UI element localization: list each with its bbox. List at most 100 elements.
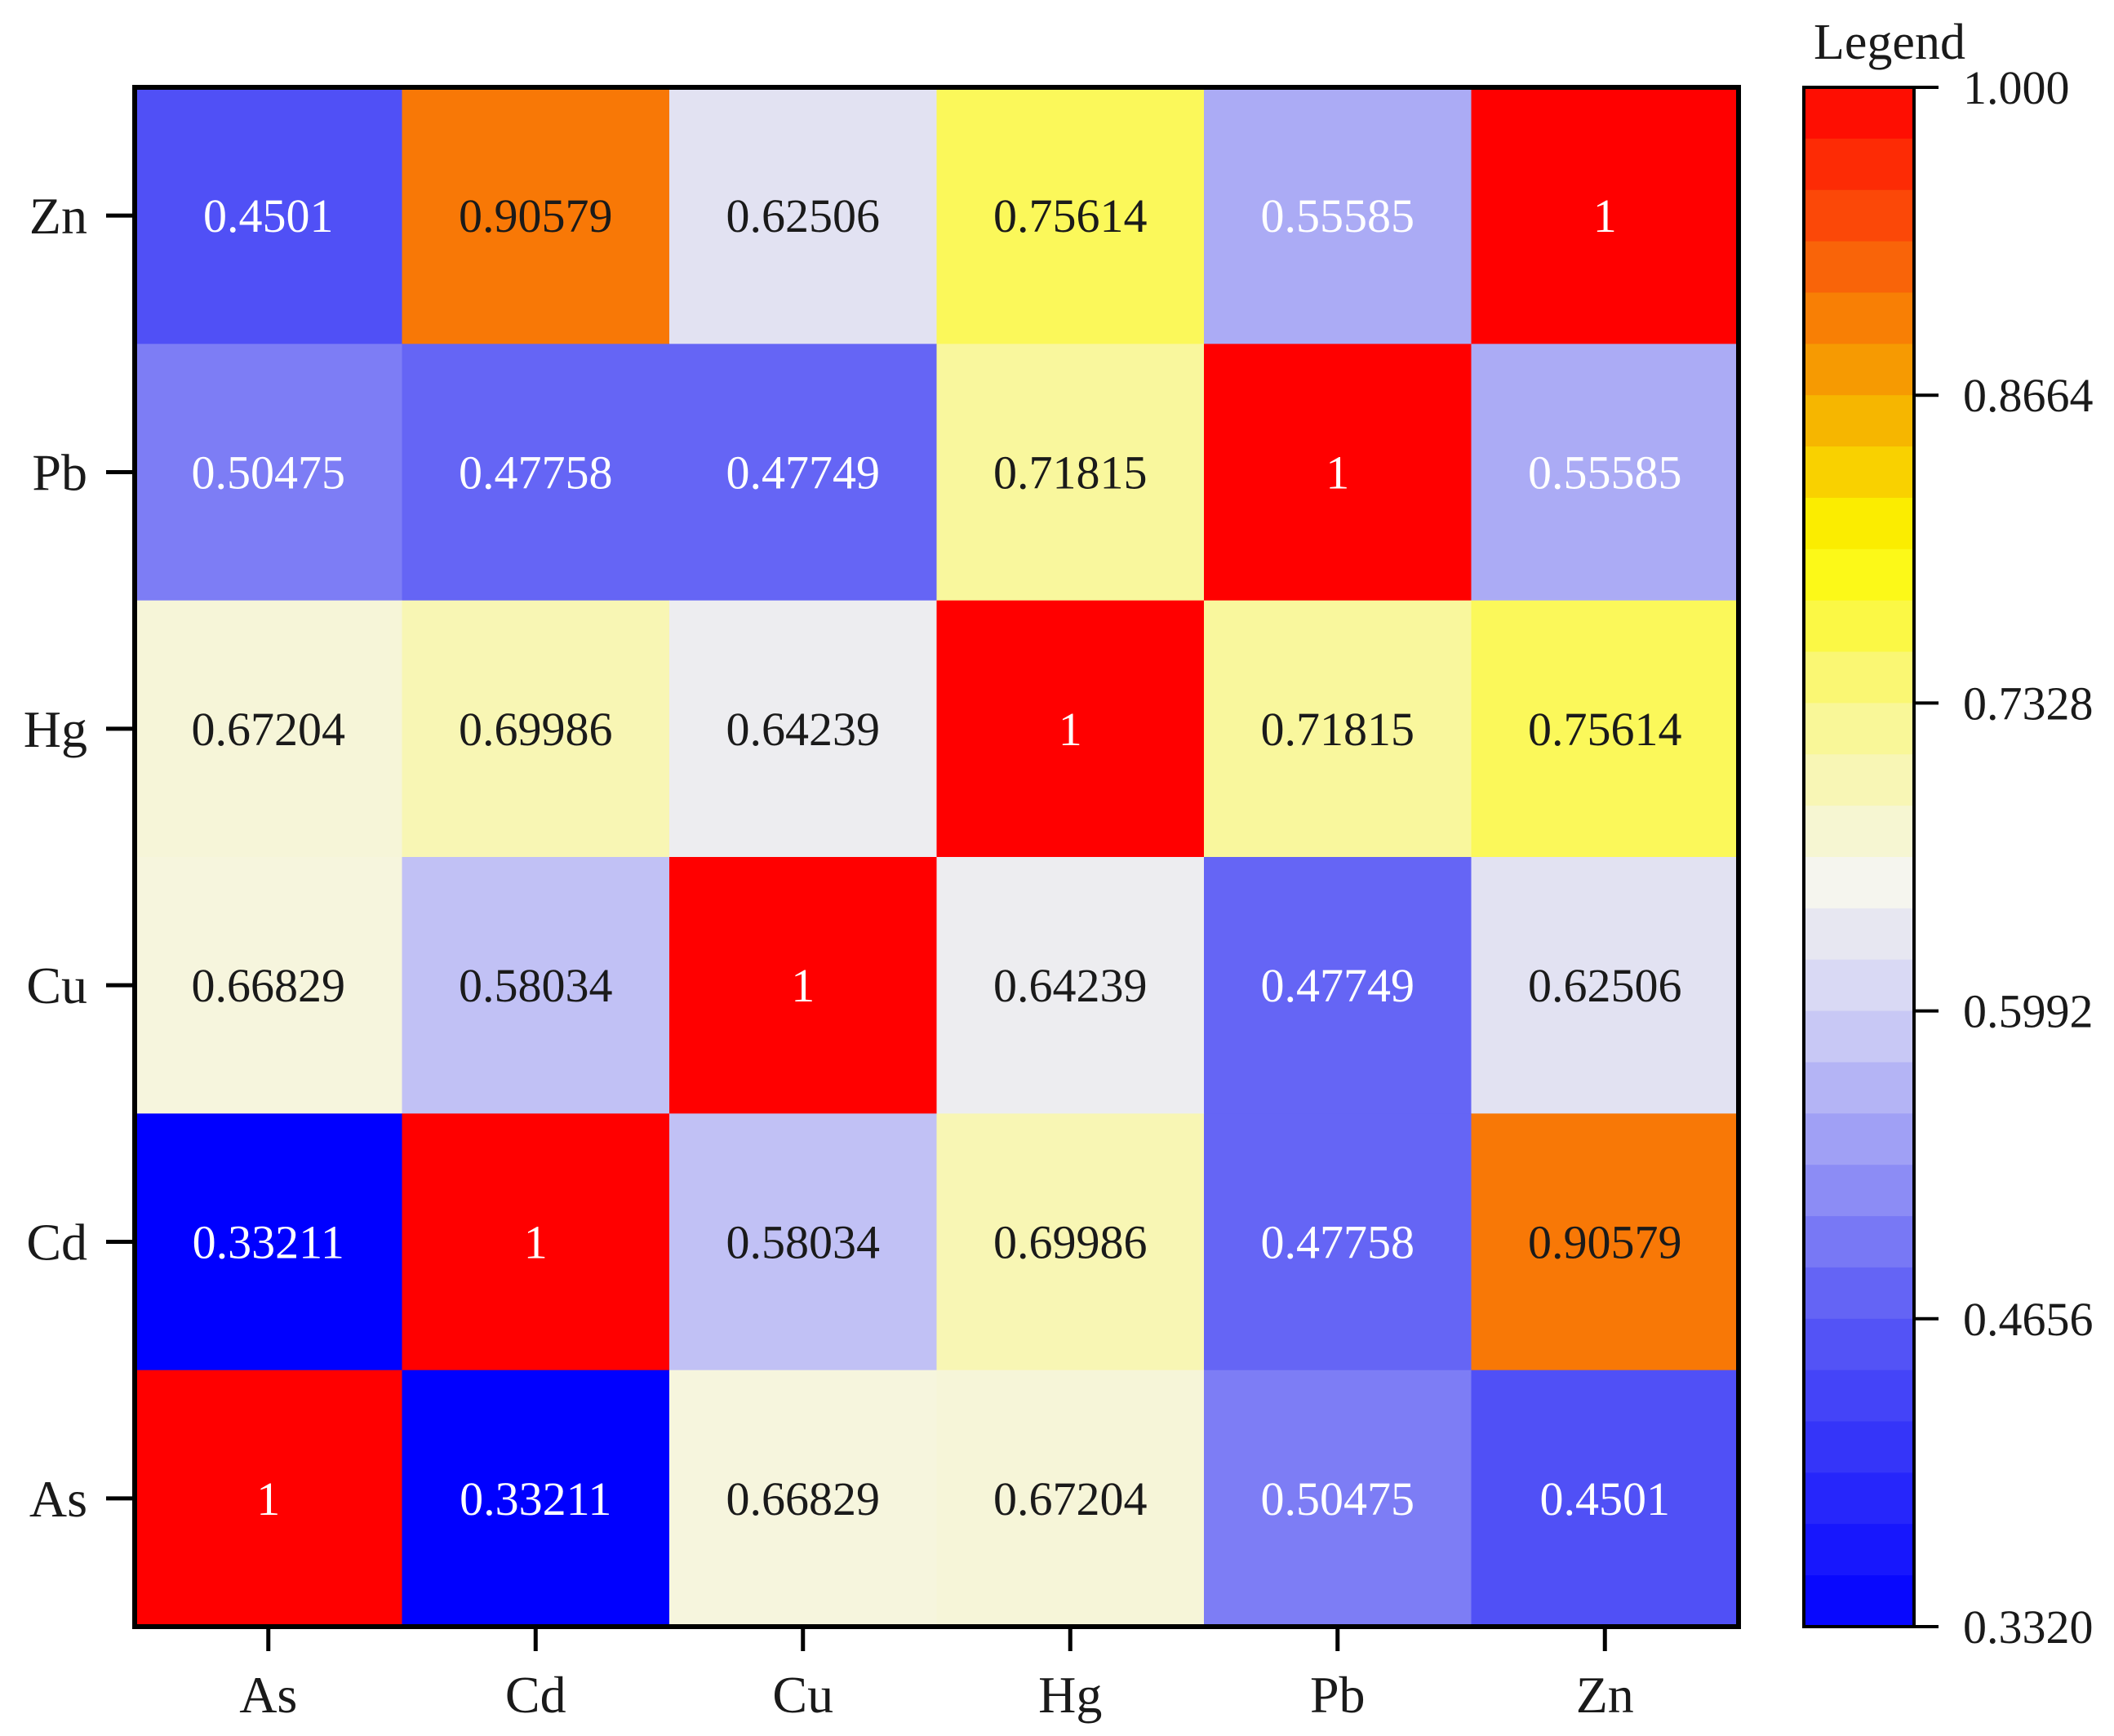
x-tick-label: As (239, 1666, 297, 1724)
cell-label: 0.71815 (993, 446, 1148, 499)
heatmap-cell (135, 600, 402, 858)
heatmap-cell (1204, 1370, 1472, 1627)
heatmap-cell (1204, 344, 1472, 602)
cell-label: 0.66829 (192, 959, 346, 1012)
heatmap-cell (936, 87, 1205, 344)
plot-frame (132, 85, 1741, 1629)
heatmap-cell (669, 1113, 937, 1371)
cell-label: 1 (1059, 703, 1082, 756)
legend-band (1804, 548, 1914, 602)
cell-label: 0.33211 (193, 1216, 344, 1269)
x-tick-label: Zn (1576, 1666, 1634, 1724)
heatmap-cell (936, 600, 1205, 858)
heatmap-cell (1204, 1113, 1472, 1371)
legend-color-bar (1802, 86, 1916, 1628)
legend-band (1804, 1421, 1914, 1473)
cell-label: 0.64239 (993, 959, 1148, 1012)
legend-band (1804, 703, 1914, 755)
legend-tick-label: 0.8664 (1963, 369, 2094, 422)
y-tick-label: Hg (24, 700, 87, 758)
heatmap-cell (1471, 87, 1739, 344)
legend-band (1804, 1575, 1914, 1627)
heatmap-cell (669, 344, 937, 602)
cell-label: 0.67204 (993, 1472, 1148, 1525)
legend-frame (1802, 86, 1916, 1628)
heatmap-cell (402, 1113, 670, 1371)
legend-band (1804, 651, 1914, 704)
cell-label: 0.69986 (459, 703, 613, 756)
y-tick-label: As (29, 1470, 87, 1528)
heatmap-cell (135, 344, 402, 602)
legend-ticks: 1.000 0.8664 0.7328 0.5992 0.4656 0.3320 (1914, 61, 2094, 1654)
heatmap-cell (936, 857, 1205, 1114)
heatmap-cell (1204, 87, 1472, 344)
heatmap-cell (402, 857, 670, 1114)
heatmap-cell (402, 87, 670, 344)
legend-band (1804, 292, 1914, 344)
cell-label: 0.69986 (993, 1216, 1148, 1269)
legend-band (1804, 806, 1914, 858)
legend-band (1804, 1165, 1914, 1217)
legend-band (1804, 1524, 1914, 1576)
legend-band (1804, 446, 1914, 499)
heatmap-cell (402, 344, 670, 602)
cell-label: 0.64239 (726, 703, 881, 756)
legend-band (1804, 87, 1914, 140)
legend-band (1804, 395, 1914, 447)
legend-band (1804, 908, 1914, 961)
legend-tick-label: 0.7328 (1963, 677, 2094, 730)
legend-band (1804, 600, 1914, 653)
cell-label: 1 (524, 1216, 548, 1269)
heatmap-cell (936, 1113, 1205, 1371)
heatmap-cell (669, 1370, 937, 1627)
cell-label: 0.50475 (1261, 1472, 1415, 1525)
cell-label: 1 (1593, 189, 1617, 242)
y-tick-label: Zn (29, 187, 87, 245)
cell-label: 0.47749 (726, 446, 881, 499)
cell-label: 0.47758 (459, 446, 613, 499)
heatmap-cell (402, 600, 670, 858)
y-tick-label: Pb (32, 444, 87, 502)
cell-label: 0.58034 (726, 1216, 881, 1269)
x-tick-label: Cd (505, 1666, 566, 1724)
legend-band (1804, 1472, 1914, 1525)
cell-label: 0.47758 (1261, 1216, 1415, 1269)
cell-label: 0.4501 (1540, 1472, 1671, 1525)
heatmap-cell (135, 1113, 402, 1371)
cell-label: 0.4501 (203, 189, 334, 242)
legend-band (1804, 1318, 1914, 1371)
heatmap-cell (135, 1370, 402, 1627)
y-tick-label: Cu (26, 957, 87, 1015)
heatmap-cells: 0.4501 0.90579 0.62506 0.75614 0.55585 1 0.504… (135, 87, 1739, 1627)
legend-band (1804, 344, 1914, 396)
cell-label: 0.47749 (1261, 959, 1415, 1012)
legend-tick-label: 0.5992 (1963, 985, 2094, 1038)
legend-band (1804, 497, 1914, 550)
heatmap-cell (669, 857, 937, 1114)
legend-band (1804, 1113, 1914, 1165)
cell-label: 0.90579 (1528, 1216, 1682, 1269)
heatmap-cell (1471, 857, 1739, 1114)
heatmap-cell (936, 1370, 1205, 1627)
heatmap-cell (135, 87, 402, 344)
cell-label: 0.71815 (1261, 703, 1415, 756)
heatmap-cell (669, 600, 937, 858)
heatmap-cell (669, 87, 937, 344)
cell-label: 0.66829 (726, 1472, 881, 1525)
cell-label: 0.75614 (993, 189, 1148, 242)
color-legend: Legend 1.000 0.8664 0.7328 0.5992 0.4656 0.33… (1802, 15, 2094, 1654)
legend-band (1804, 189, 1914, 242)
cell-label: 1 (791, 959, 815, 1012)
x-axis: As Cd Cu Hg Pb Zn (239, 1627, 1634, 1724)
legend-band (1804, 138, 1914, 191)
cell-label: 0.50475 (192, 446, 346, 499)
heatmap-cell (135, 857, 402, 1114)
legend-band (1804, 1062, 1914, 1114)
legend-tick-label: 0.4656 (1963, 1293, 2094, 1346)
cell-label: 1 (1326, 446, 1349, 499)
cell-label: 0.90579 (459, 189, 613, 242)
legend-band (1804, 754, 1914, 806)
heatmap-cell (1471, 600, 1739, 858)
heatmap-cell (1471, 344, 1739, 602)
